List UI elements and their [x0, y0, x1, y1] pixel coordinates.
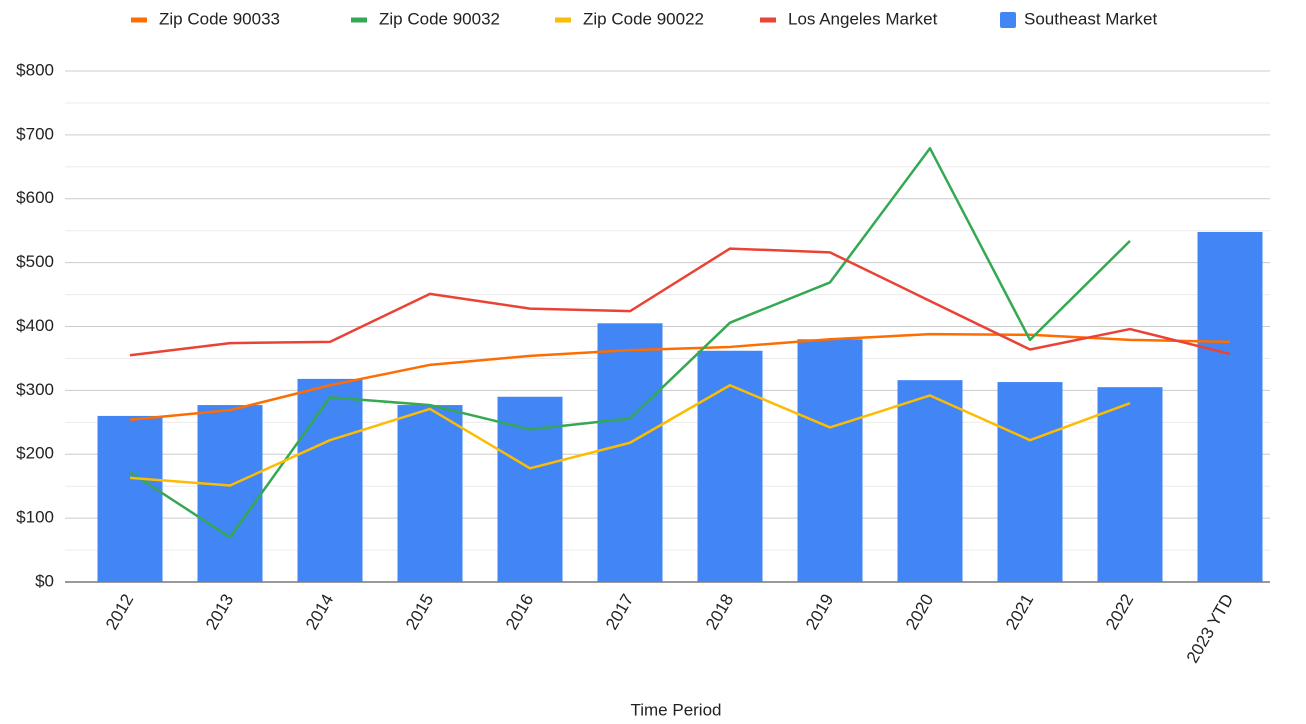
- bar: [397, 405, 463, 582]
- bar: [997, 382, 1063, 582]
- y-tick-label: $0: [35, 571, 54, 590]
- x-tick-label: 2015: [402, 591, 437, 633]
- legend-swatch: [760, 17, 776, 23]
- y-tick-label: $200: [16, 444, 54, 463]
- x-tick-label: 2023 YTD: [1183, 591, 1238, 667]
- x-tick-label: 2020: [902, 591, 937, 633]
- x-tick-label: 2019: [802, 591, 837, 633]
- bar: [97, 415, 163, 582]
- bar: [797, 339, 863, 582]
- legend-label: Southeast Market: [1024, 9, 1158, 28]
- bar: [297, 378, 363, 582]
- line: [129, 384, 1131, 487]
- bar: [597, 323, 663, 582]
- y-tick-label: $400: [16, 316, 54, 335]
- line: [129, 332, 1231, 422]
- x-tick-label: 2012: [102, 591, 137, 633]
- legend-label: Zip Code 90033: [159, 9, 280, 28]
- legend-label: Zip Code 90022: [583, 9, 704, 28]
- bar: [197, 405, 263, 582]
- x-tick-label: 2016: [502, 591, 537, 633]
- x-tick-label: 2017: [602, 591, 637, 633]
- bar: [1097, 387, 1163, 582]
- legend-swatch: [555, 17, 571, 23]
- bar: [1197, 231, 1263, 582]
- x-tick-label: 2018: [702, 591, 737, 633]
- legend-swatch: [1000, 12, 1016, 28]
- y-tick-label: $100: [16, 508, 54, 527]
- bar: [697, 350, 763, 582]
- y-tick-label: $600: [16, 188, 54, 207]
- x-tick-label: 2022: [1102, 591, 1137, 633]
- x-tick-label: 2021: [1002, 591, 1037, 633]
- legend-swatch: [351, 17, 367, 23]
- x-tick-label: 2014: [302, 591, 337, 633]
- legend-label: Zip Code 90032: [379, 9, 500, 28]
- bar: [897, 380, 963, 582]
- line: [129, 147, 1131, 539]
- x-axis-label: Time Period: [630, 700, 721, 719]
- x-tick-label: 2013: [202, 591, 237, 633]
- legend-swatch: [131, 17, 147, 23]
- y-tick-label: $800: [16, 60, 54, 79]
- y-tick-label: $700: [16, 124, 54, 143]
- line: [129, 247, 1231, 357]
- y-tick-label: $300: [16, 380, 54, 399]
- y-tick-label: $500: [16, 252, 54, 271]
- legend-label: Los Angeles Market: [788, 9, 938, 28]
